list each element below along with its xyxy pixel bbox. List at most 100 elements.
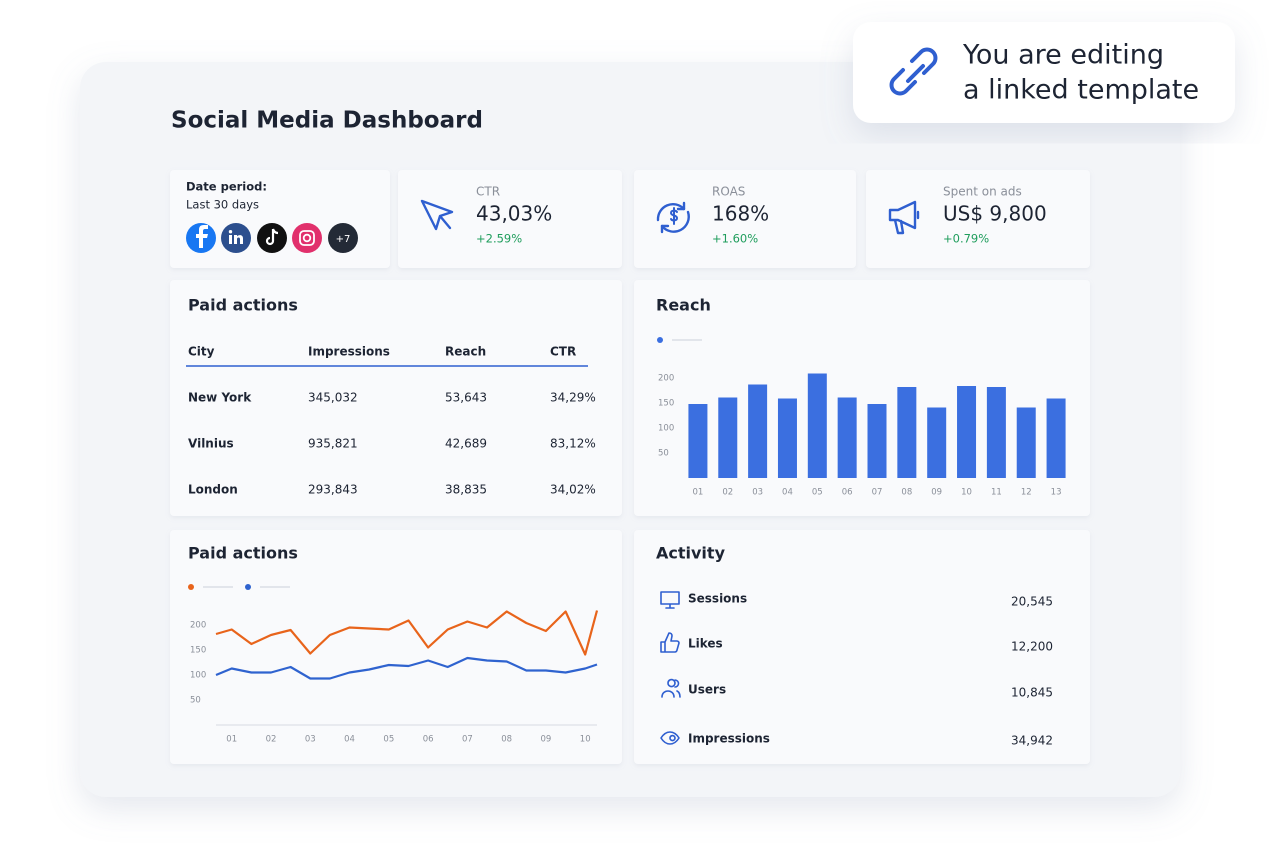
activity-panel — [634, 530, 1090, 764]
roas-dollar — [670, 207, 678, 225]
x-tick-label: 11 — [991, 488, 1002, 498]
linked-template-banner — [853, 22, 1235, 123]
x-tick-label: 06 — [842, 488, 853, 498]
kpi-label: CTR — [476, 185, 500, 199]
series-line — [215, 656, 598, 680]
bar — [748, 384, 768, 478]
x-tick-label: 04 — [782, 488, 793, 498]
legend-dot — [245, 584, 251, 590]
x-tick-label: 04 — [344, 735, 355, 745]
facebook-glyph — [196, 225, 208, 248]
dashboard-title: Social Media Dashboard — [171, 108, 483, 134]
bar — [1046, 398, 1066, 478]
users-icon — [661, 678, 681, 698]
likes-icon — [660, 632, 680, 653]
activity-label: Sessions — [688, 592, 747, 606]
bar — [807, 373, 827, 478]
x-tick-label: 02 — [722, 488, 733, 498]
table-cell: 42,689 — [445, 437, 487, 451]
bar — [688, 404, 708, 478]
roas-icon — [656, 201, 690, 234]
social-icons: +7 — [186, 223, 358, 253]
roas-ring — [656, 202, 690, 233]
activity-label: Likes — [688, 637, 723, 651]
x-tick-label: 01 — [693, 488, 704, 498]
y-tick-label: 50 — [658, 449, 669, 459]
x-tick-label: 07 — [462, 735, 473, 745]
date-value: Last 30 days — [186, 198, 259, 212]
series-line — [215, 610, 599, 656]
bar — [927, 407, 947, 478]
line-panel — [170, 530, 622, 764]
x-tick-label: 13 — [1051, 488, 1062, 498]
reach-title: Reach — [656, 296, 711, 315]
banner-line: You are editing — [962, 40, 1164, 71]
kpi-value: US$ 9,800 — [943, 202, 1047, 226]
column-header: City — [188, 345, 215, 359]
activity-value: 12,200 — [1011, 640, 1053, 654]
x-tick-label: 10 — [961, 488, 972, 498]
table-cell: 935,821 — [308, 437, 358, 451]
tiktok-glyph — [265, 228, 279, 246]
table-cell: 34,02% — [550, 483, 596, 497]
activity-label: Users — [688, 683, 726, 697]
column-header: Reach — [445, 345, 486, 359]
kpi-value: 43,03% — [476, 202, 552, 226]
instagram-glyph — [302, 233, 312, 243]
x-tick-label: 02 — [266, 735, 277, 745]
table-panel — [170, 280, 622, 516]
cursor-icon — [420, 199, 454, 231]
activity-icons — [660, 591, 681, 745]
link-icon — [889, 47, 938, 96]
kpi-panel — [398, 170, 622, 268]
roas-arrows — [660, 201, 686, 234]
activity-value: 10,845 — [1011, 686, 1053, 700]
activity-label: Impressions — [688, 732, 770, 746]
y-tick-label: 100 — [658, 424, 674, 434]
date-label: Date period: — [186, 180, 267, 194]
table-title: Paid actions — [188, 296, 298, 315]
sessions-icon — [660, 591, 680, 609]
kpi-panel — [634, 170, 856, 268]
table-cell: 345,032 — [308, 391, 358, 405]
instagram-glyph — [299, 230, 315, 246]
reach-panel — [634, 280, 1090, 516]
x-tick-label: 09 — [931, 488, 942, 498]
x-tick-label: 03 — [752, 488, 763, 498]
table-cell: 34,29% — [550, 391, 596, 405]
bar — [1016, 407, 1036, 478]
x-tick-label: 12 — [1021, 488, 1032, 498]
more-icon — [328, 223, 358, 253]
y-tick-label: 200 — [658, 374, 674, 384]
x-tick-label: 06 — [423, 735, 434, 745]
instagram-icon — [292, 223, 322, 253]
x-tick-label: 01 — [226, 735, 237, 745]
y-tick-label: 200 — [190, 621, 206, 631]
activity-title: Activity — [656, 544, 726, 563]
megaphone-icon — [888, 200, 920, 235]
column-header: Impressions — [308, 345, 390, 359]
line-title: Paid actions — [188, 544, 298, 563]
x-tick-label: 05 — [812, 488, 823, 498]
column-header: CTR — [550, 345, 576, 359]
activity-value: 20,545 — [1011, 595, 1053, 609]
kpi-label: ROAS — [712, 185, 745, 199]
bar — [957, 386, 977, 478]
bar — [777, 398, 797, 478]
kpi-panel — [866, 170, 1090, 268]
x-tick-label: 08 — [901, 488, 912, 498]
table-cell: 293,843 — [308, 483, 358, 497]
y-tick-label: 50 — [190, 696, 201, 706]
more-count: +7 — [336, 234, 351, 245]
activity-value: 34,942 — [1011, 734, 1053, 748]
bar — [986, 387, 1006, 478]
kpi-label: Spent on ads — [943, 185, 1022, 199]
table-cell: Vilnius — [188, 437, 234, 451]
x-tick-label: 08 — [501, 735, 512, 745]
impressions-icon — [660, 731, 680, 745]
kpi-change: +1.60% — [712, 232, 758, 246]
bar — [867, 404, 887, 478]
linkedin-glyph — [228, 230, 243, 244]
table-cell: 83,12% — [550, 437, 596, 451]
